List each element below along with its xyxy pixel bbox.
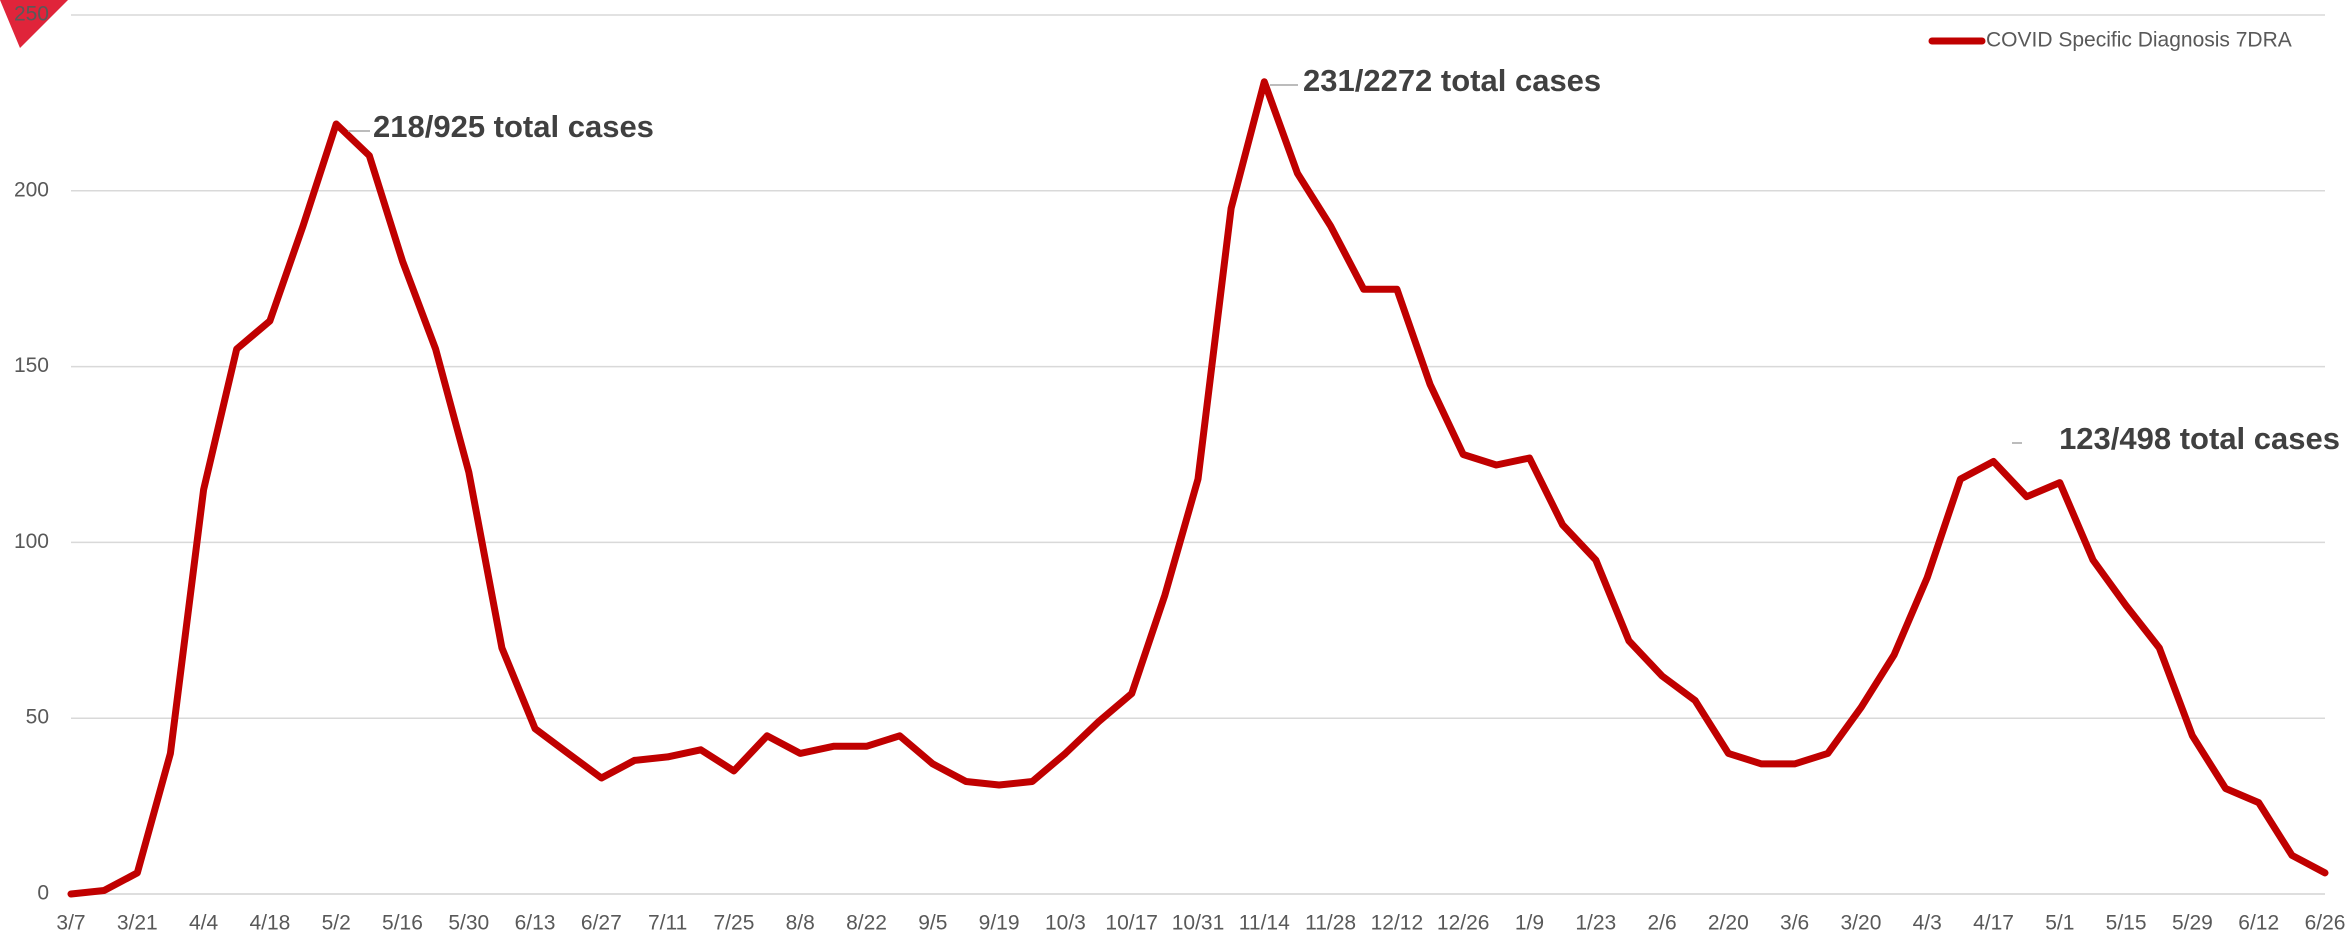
x-tick-label: 3/20: [1841, 912, 1882, 933]
annotation: 218/925 total cases: [373, 109, 654, 144]
x-tick-label: 5/1: [2045, 912, 2074, 933]
x-tick-label: 10/3: [1045, 912, 1086, 933]
y-tick-label: 200: [14, 178, 49, 201]
x-tick-label: 7/11: [648, 912, 687, 933]
x-tick-label: 5/30: [448, 912, 489, 933]
x-tick-label: 5/2: [322, 912, 351, 933]
x-tick-label: 8/8: [786, 912, 815, 933]
x-tick-label: 8/22: [846, 912, 887, 933]
x-tick-label: 7/25: [714, 912, 755, 933]
x-tick-label: 12/26: [1437, 912, 1490, 933]
x-tick-label: 6/12: [2238, 912, 2279, 933]
y-tick-label: 150: [14, 354, 49, 377]
x-tick-label: 5/16: [382, 912, 423, 933]
y-tick-label: 50: [26, 706, 49, 729]
x-tick-label: 5/15: [2106, 912, 2147, 933]
y-tick-label: 0: [37, 882, 49, 905]
x-tick-label: 4/18: [249, 912, 290, 933]
x-tick-label: 11/14: [1239, 912, 1290, 933]
legend-label: COVID Specific Diagnosis 7DRA: [1986, 29, 2292, 52]
x-tick-label: 9/19: [979, 912, 1020, 933]
x-tick-label: 3/21: [117, 912, 158, 933]
x-tick-label: 2/20: [1708, 912, 1749, 933]
x-tick-label: 10/17: [1105, 912, 1158, 933]
x-tick-label: 11/28: [1305, 912, 1356, 933]
x-tick-label: 2/6: [1647, 912, 1676, 933]
x-tick-label: 5/29: [2172, 912, 2213, 933]
annotation: 123/498 total cases: [2059, 421, 2340, 456]
x-tick-label: 6/26: [2305, 912, 2346, 933]
x-tick-label: 3/6: [1780, 912, 1809, 933]
annotation: 231/2272 total cases: [1303, 63, 1601, 98]
data-line: [67, 78, 2329, 898]
corner-decoration: [0, 0, 68, 48]
x-tick-label: 1/9: [1515, 912, 1544, 933]
y-tick-label: 250: [14, 3, 49, 26]
x-tick-label: 6/27: [581, 912, 622, 933]
y-tick-label: 100: [14, 530, 49, 553]
x-tick-label: 9/5: [918, 912, 947, 933]
x-tick-label: 6/13: [515, 912, 556, 933]
x-tick-label: 3/7: [56, 912, 85, 933]
x-tick-label: 4/4: [189, 912, 219, 933]
x-tick-label: 10/31: [1172, 912, 1225, 933]
x-tick-label: 1/23: [1575, 912, 1616, 933]
x-tick-label: 4/3: [1913, 912, 1942, 933]
x-tick-label: 4/17: [1973, 912, 2014, 933]
x-tick-label: 12/12: [1371, 912, 1424, 933]
